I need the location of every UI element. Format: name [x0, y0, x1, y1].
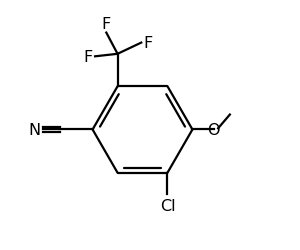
Text: Cl: Cl [160, 198, 175, 213]
Text: F: F [102, 16, 111, 32]
Text: N: N [28, 122, 41, 138]
Text: F: F [84, 50, 93, 64]
Text: F: F [143, 36, 152, 51]
Text: O: O [207, 122, 220, 138]
